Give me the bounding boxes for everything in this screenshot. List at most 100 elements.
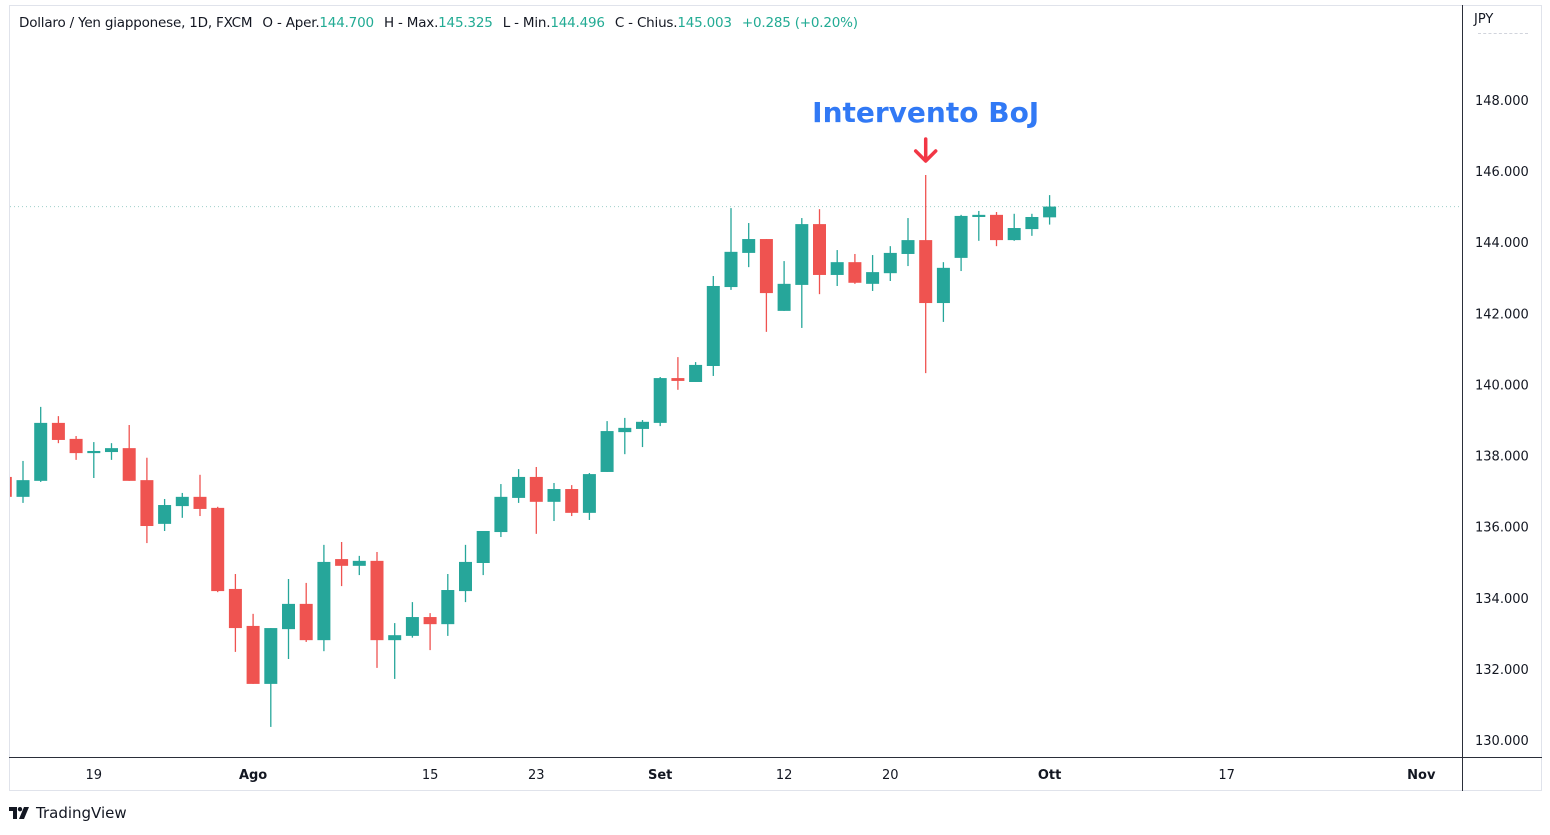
price-axis[interactable]: 148.000 146.000 144.000 142.000 140.000 138.0… <box>1475 94 1529 749</box>
candle[interactable] <box>529 466 543 534</box>
annotation-boj-intervention[interactable]: Intervento BoJ <box>812 96 1040 129</box>
candle[interactable] <box>459 544 472 603</box>
candle-body <box>105 448 118 453</box>
candle-body <box>565 489 579 513</box>
time-tick-label: 12 <box>776 768 793 783</box>
candle[interactable] <box>759 239 773 332</box>
price-tick-label: 132.000 <box>1475 663 1529 678</box>
candle[interactable] <box>476 530 490 576</box>
candle[interactable] <box>883 246 897 282</box>
time-axis-divider[interactable] <box>9 757 1542 758</box>
candle-body <box>228 588 242 629</box>
candle-body <box>866 272 880 284</box>
candle[interactable] <box>990 212 1003 247</box>
candle[interactable] <box>282 578 295 660</box>
candle-body <box>335 559 349 566</box>
candle[interactable] <box>140 457 154 544</box>
candle-body <box>299 603 313 641</box>
candle-body <box>1043 206 1057 218</box>
candle-body <box>211 507 225 592</box>
candle[interactable] <box>1025 213 1039 236</box>
candle[interactable] <box>246 613 260 684</box>
time-tick-label: Ago <box>239 768 267 783</box>
price-tick-label: 140.000 <box>1475 378 1529 393</box>
candle[interactable] <box>636 420 649 448</box>
candle[interactable] <box>830 250 844 286</box>
candle[interactable] <box>706 276 720 376</box>
candle[interactable] <box>954 214 968 272</box>
candle[interactable] <box>335 542 349 587</box>
candle[interactable] <box>1043 195 1057 225</box>
candle[interactable] <box>158 498 172 531</box>
candle[interactable] <box>317 544 331 652</box>
candle[interactable] <box>193 474 207 517</box>
price-tick-label: 142.000 <box>1475 307 1529 322</box>
candle-body <box>671 378 685 381</box>
time-tick-label: 17 <box>1218 768 1235 783</box>
candle[interactable] <box>352 555 366 576</box>
candle[interactable] <box>972 210 986 241</box>
candle[interactable] <box>671 357 685 390</box>
candle[interactable] <box>388 623 402 679</box>
close-value: 145.003 <box>677 15 732 31</box>
candle[interactable] <box>34 406 48 482</box>
candle[interactable] <box>51 416 65 444</box>
time-tick-label: Ott <box>1038 768 1061 783</box>
candle-body <box>423 617 437 625</box>
low-value: 144.496 <box>550 15 605 31</box>
candle[interactable] <box>742 223 756 268</box>
candle[interactable] <box>1007 213 1021 241</box>
candle[interactable] <box>299 582 313 642</box>
currency-label[interactable]: JPY <box>1474 12 1494 27</box>
candle[interactable] <box>777 261 791 311</box>
price-axis-divider[interactable] <box>1462 5 1463 791</box>
candle[interactable] <box>848 253 862 284</box>
candle[interactable] <box>901 218 915 267</box>
candle[interactable] <box>264 628 278 727</box>
candle[interactable] <box>547 482 561 522</box>
candle[interactable] <box>919 175 933 374</box>
candle[interactable] <box>16 460 30 503</box>
candle[interactable] <box>653 377 667 427</box>
candle[interactable] <box>175 492 189 518</box>
candle-body <box>795 224 809 285</box>
candle[interactable] <box>689 362 703 382</box>
candle[interactable] <box>211 506 225 593</box>
candle[interactable] <box>0 470 12 502</box>
price-tick-label: 148.000 <box>1475 94 1529 109</box>
candle[interactable] <box>69 436 83 460</box>
candle-body <box>848 262 862 283</box>
candle[interactable] <box>936 262 950 322</box>
candle[interactable] <box>228 574 242 652</box>
symbol-title[interactable]: Dollaro / Yen giapponese, 1D, FXCM <box>19 15 253 31</box>
candle-body <box>352 560 366 566</box>
candle[interactable] <box>795 218 809 328</box>
candle[interactable] <box>494 484 508 538</box>
time-axis[interactable]: 19 Ago 15 23 Set 12 20 Ott 17 Nov <box>86 768 1436 783</box>
candle[interactable] <box>724 208 738 290</box>
candle[interactable] <box>512 469 526 503</box>
time-tick-label: Nov <box>1407 768 1436 783</box>
candle-body <box>122 448 136 481</box>
candle-body <box>689 364 703 382</box>
brand-name: TradingView <box>36 804 127 822</box>
symbol-legend: Dollaro / Yen giapponese, 1D, FXCM O - A… <box>19 15 858 31</box>
candle[interactable] <box>600 421 614 472</box>
candle[interactable] <box>618 417 632 455</box>
candle[interactable] <box>370 551 384 668</box>
candle[interactable] <box>813 209 826 295</box>
candle-body <box>193 496 207 509</box>
tradingview-branding[interactable]: TradingView <box>9 802 127 824</box>
candle[interactable] <box>405 602 419 638</box>
candle[interactable] <box>105 443 118 460</box>
candle[interactable] <box>441 574 455 636</box>
candle[interactable] <box>122 425 136 481</box>
candle[interactable] <box>87 442 101 479</box>
candle[interactable] <box>866 255 880 291</box>
candle[interactable] <box>565 485 579 517</box>
candle[interactable] <box>582 473 596 520</box>
candle-body <box>370 560 384 641</box>
candle[interactable] <box>423 613 437 651</box>
candle-body <box>547 489 561 502</box>
